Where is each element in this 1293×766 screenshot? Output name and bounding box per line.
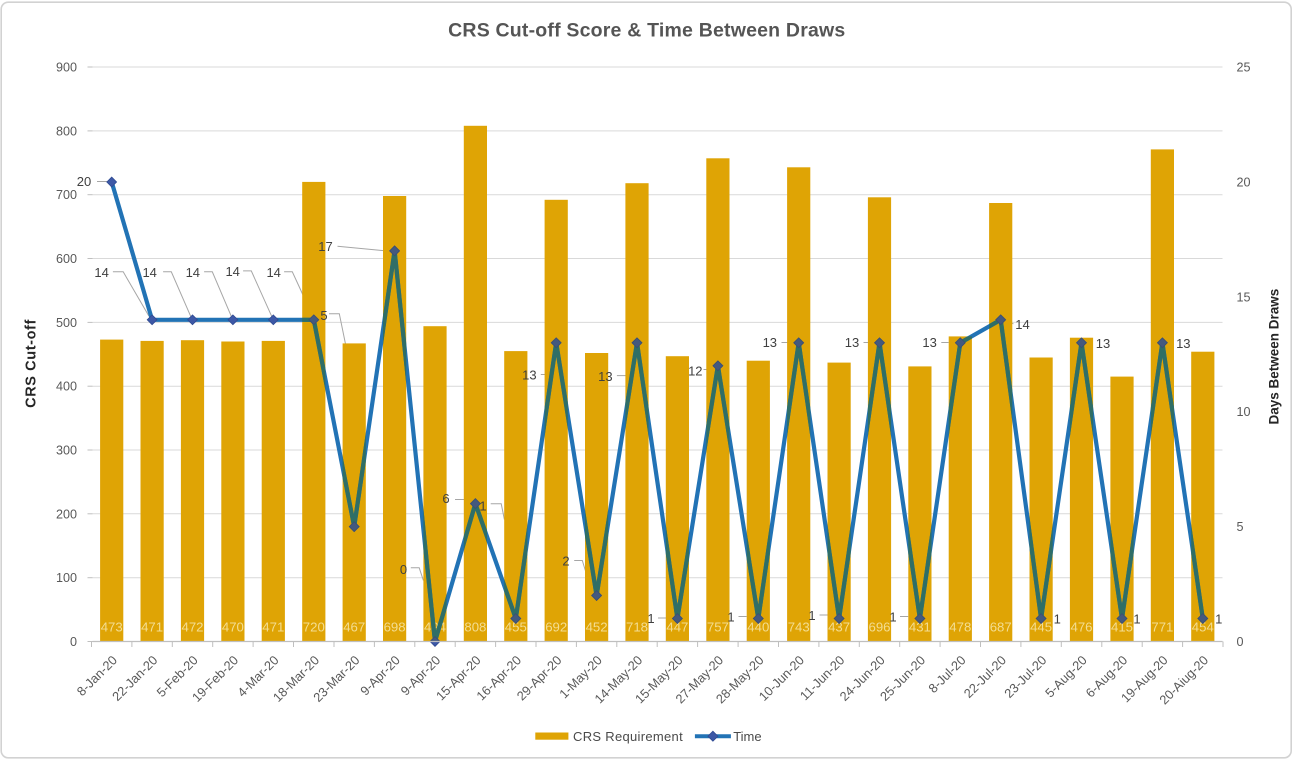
svg-text:CRS Requirement: CRS Requirement	[573, 729, 683, 744]
svg-text:Time: Time	[733, 729, 761, 744]
svg-text:471: 471	[141, 620, 163, 635]
svg-text:808: 808	[464, 620, 486, 635]
svg-text:476: 476	[1070, 620, 1092, 635]
svg-text:478: 478	[949, 620, 971, 635]
svg-text:687: 687	[990, 620, 1012, 635]
svg-text:0: 0	[70, 635, 77, 649]
svg-text:900: 900	[56, 61, 77, 75]
svg-text:13: 13	[1176, 336, 1190, 351]
svg-text:200: 200	[56, 507, 77, 521]
svg-text:14: 14	[266, 265, 280, 280]
svg-text:771: 771	[1151, 620, 1173, 635]
svg-text:757: 757	[707, 620, 729, 635]
svg-text:13: 13	[1096, 336, 1110, 351]
svg-text:5: 5	[320, 308, 327, 323]
svg-text:Days Between Draws: Days Between Draws	[1267, 289, 1282, 425]
svg-text:720: 720	[303, 620, 325, 635]
svg-text:600: 600	[56, 252, 77, 266]
svg-text:0: 0	[1237, 635, 1244, 649]
svg-text:743: 743	[788, 620, 810, 635]
svg-text:447: 447	[666, 620, 688, 635]
svg-text:CRS Cut-off: CRS Cut-off	[23, 319, 39, 408]
svg-text:1: 1	[1133, 612, 1140, 627]
svg-text:1: 1	[727, 610, 734, 625]
svg-text:20: 20	[1237, 176, 1251, 190]
svg-text:12: 12	[688, 363, 702, 378]
svg-text:454: 454	[1192, 620, 1214, 635]
svg-text:13: 13	[522, 367, 536, 382]
svg-text:2: 2	[562, 554, 569, 569]
svg-text:500: 500	[56, 316, 77, 330]
svg-text:13: 13	[598, 369, 612, 384]
svg-text:1: 1	[889, 610, 896, 625]
svg-text:14: 14	[225, 264, 239, 279]
svg-text:1: 1	[647, 611, 654, 626]
svg-text:415: 415	[1111, 620, 1133, 635]
svg-text:25: 25	[1237, 61, 1251, 75]
svg-text:14: 14	[94, 265, 108, 280]
svg-text:5: 5	[1237, 520, 1244, 534]
svg-text:437: 437	[828, 620, 850, 635]
svg-text:14: 14	[142, 265, 156, 280]
svg-text:440: 440	[747, 620, 769, 635]
svg-text:1: 1	[1054, 612, 1061, 627]
svg-text:14: 14	[1015, 317, 1029, 332]
svg-text:473: 473	[101, 620, 123, 635]
svg-text:445: 445	[1030, 620, 1052, 635]
svg-text:17: 17	[318, 239, 332, 254]
svg-text:452: 452	[586, 620, 608, 635]
svg-text:700: 700	[56, 188, 77, 202]
svg-text:698: 698	[384, 620, 406, 635]
svg-text:400: 400	[56, 380, 77, 394]
svg-text:CRS Cut-off Score & Time Betwe: CRS Cut-off Score & Time Between Draws	[448, 19, 845, 41]
svg-text:472: 472	[181, 620, 203, 635]
svg-text:13: 13	[845, 335, 859, 350]
svg-text:1: 1	[808, 608, 815, 623]
svg-text:100: 100	[56, 571, 77, 585]
svg-text:800: 800	[56, 124, 77, 138]
svg-text:455: 455	[505, 620, 527, 635]
svg-text:1: 1	[1215, 612, 1222, 627]
svg-text:696: 696	[868, 620, 890, 635]
svg-text:0: 0	[400, 562, 407, 577]
svg-text:431: 431	[909, 620, 931, 635]
svg-text:6: 6	[442, 491, 449, 506]
svg-text:718: 718	[626, 620, 648, 635]
svg-text:20: 20	[77, 174, 91, 189]
svg-text:13: 13	[922, 335, 936, 350]
svg-text:14: 14	[186, 265, 200, 280]
svg-text:15: 15	[1237, 290, 1251, 304]
svg-text:300: 300	[56, 444, 77, 458]
svg-text:1: 1	[479, 499, 486, 514]
svg-text:470: 470	[222, 620, 244, 635]
svg-text:692: 692	[545, 620, 567, 635]
svg-text:13: 13	[763, 335, 777, 350]
svg-text:10: 10	[1237, 405, 1251, 419]
svg-text:467: 467	[343, 620, 365, 635]
svg-text:471: 471	[262, 620, 284, 635]
